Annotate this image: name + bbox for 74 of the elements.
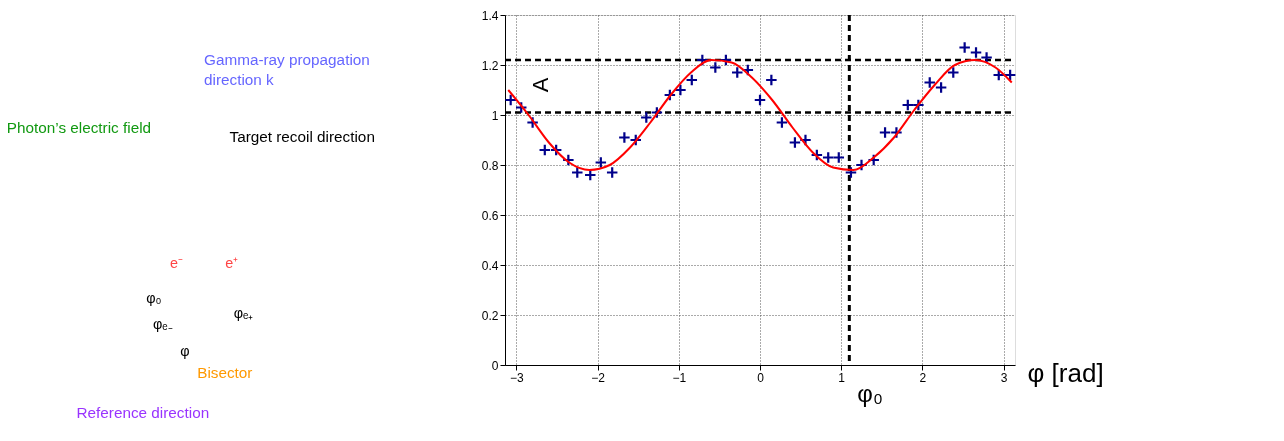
point xyxy=(890,126,903,139)
point xyxy=(663,88,677,102)
x-axis-title: φ [rad] xyxy=(1027,357,1104,388)
point xyxy=(549,143,563,157)
point xyxy=(753,93,767,107)
point xyxy=(650,106,664,119)
point xyxy=(923,76,937,89)
point xyxy=(583,168,597,182)
point xyxy=(844,166,858,179)
x-tick-label: 1 xyxy=(838,370,846,385)
text: Photon’s electric field xyxy=(6,119,152,137)
point xyxy=(708,61,722,74)
point xyxy=(969,46,983,59)
point xyxy=(934,81,948,94)
text: direction k xyxy=(204,71,275,89)
point xyxy=(674,83,687,97)
point xyxy=(946,66,960,79)
point xyxy=(992,68,1006,82)
point xyxy=(788,136,802,149)
annotation: A xyxy=(527,77,553,93)
point xyxy=(618,131,631,144)
point xyxy=(867,153,881,167)
point xyxy=(594,156,608,169)
point xyxy=(639,111,653,124)
y-tick-label: 0.2 xyxy=(481,308,499,323)
y-tick-label: 1.2 xyxy=(481,58,499,73)
x-tick-label: −3 xyxy=(510,370,525,385)
text: Target recoil direction xyxy=(229,127,375,145)
text: e⁺ xyxy=(225,255,239,272)
point xyxy=(719,53,733,67)
y-tick-label: 1.4 xyxy=(481,8,499,23)
text: φₑ₋ xyxy=(153,315,173,332)
text: Reference direction xyxy=(76,404,210,422)
text: Bisector xyxy=(197,364,253,382)
point xyxy=(775,116,789,129)
line-series xyxy=(507,59,1013,171)
point xyxy=(685,73,699,87)
x-tick-label: −2 xyxy=(591,370,606,385)
point xyxy=(980,51,993,64)
point xyxy=(855,158,868,172)
point xyxy=(821,151,835,164)
y-tick-label: 0 xyxy=(491,358,499,373)
text: φₑ₊ xyxy=(233,305,254,322)
point xyxy=(570,166,584,179)
point xyxy=(912,98,925,112)
y-tick-label: 0.4 xyxy=(481,258,499,273)
point xyxy=(504,93,518,107)
text: φ₀ xyxy=(146,289,162,306)
point xyxy=(878,126,892,139)
point xyxy=(1003,68,1017,82)
point xyxy=(526,116,539,129)
x-tick-label: 3 xyxy=(1000,370,1008,385)
ref-line-label: φ₀ xyxy=(857,380,883,407)
point xyxy=(765,73,778,87)
x-tick-label: −1 xyxy=(672,370,687,385)
point xyxy=(605,166,619,179)
x-tick-label: 0 xyxy=(757,370,765,385)
point xyxy=(538,143,552,157)
text: e⁻ xyxy=(170,255,184,272)
point xyxy=(832,151,846,164)
text: Gamma-ray propagation xyxy=(204,50,370,68)
y-tick-label: 0.6 xyxy=(481,208,499,223)
point xyxy=(958,41,971,54)
y-tick-label: 1 xyxy=(491,108,499,123)
y-tick-label: 0.8 xyxy=(481,158,499,173)
point xyxy=(562,153,575,167)
point xyxy=(514,101,528,114)
point xyxy=(730,66,744,79)
point xyxy=(901,98,915,112)
text: φ xyxy=(180,342,190,359)
point xyxy=(799,133,812,147)
x-tick-label: 2 xyxy=(919,370,927,385)
point xyxy=(629,133,643,147)
point xyxy=(810,148,824,162)
